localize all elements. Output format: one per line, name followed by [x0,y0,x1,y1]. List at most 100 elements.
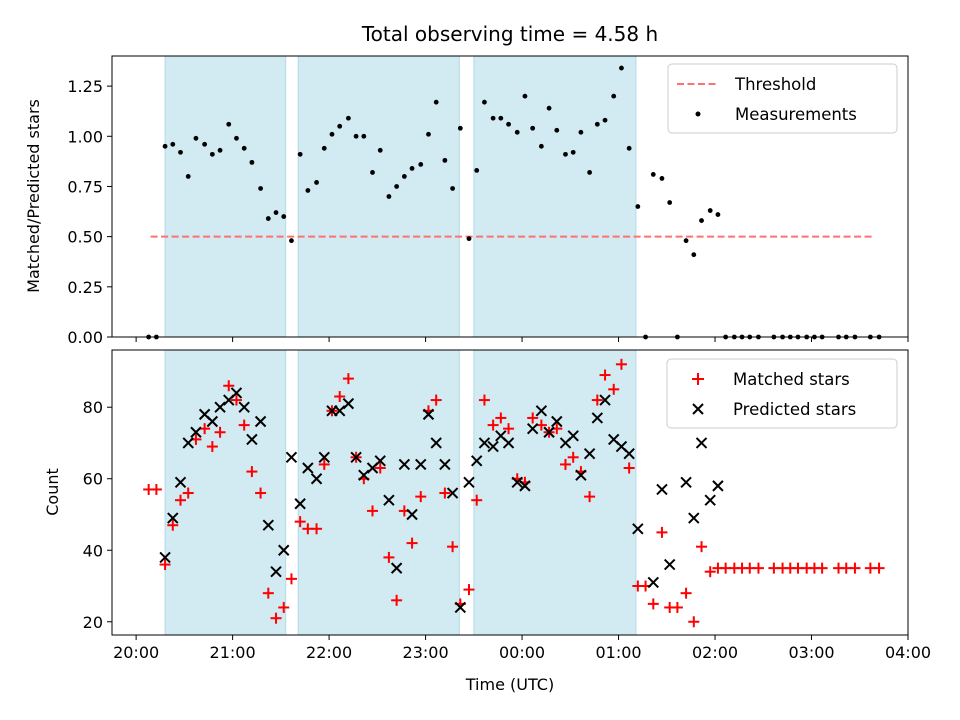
predicted-stars-point [415,458,427,471]
matched-stars-point [567,451,579,463]
matched-stars-point [527,412,539,424]
predicted-stars-point [390,562,403,574]
predicted-stars-point [278,544,290,556]
matched-stars-point [495,412,507,424]
measurements-point [409,166,415,171]
measurements-point [611,93,617,99]
measurements-point [386,194,392,199]
matched-stars-point [430,394,442,406]
predicted-stars-point [206,415,219,428]
measurements-point [193,135,199,141]
matched-stars-point [159,559,171,571]
legend-threshold-label: Threshold [734,75,816,94]
measurements-point [522,93,528,99]
predicted-stars-point [519,480,531,492]
measurements-point [514,129,520,135]
measurements-point [337,123,343,129]
bottom-data-marks [143,358,885,628]
matched-stars-point [246,466,258,478]
measurements-point [305,188,311,193]
predicted-stars-point [656,483,668,496]
predicted-stars-point [342,397,355,410]
measurements-point [538,143,544,149]
measurements-point [433,99,439,105]
predicted-stars-point [680,476,692,489]
measurements-point [241,145,247,151]
x-tick-label: 21:00 [210,643,256,662]
measurements-point [418,161,424,167]
matched-stars-point [647,598,659,610]
predicted-stars-point [190,426,202,438]
matched-stars-point [294,516,306,528]
matched-stars-point [559,458,571,470]
x-axis-label: Time (UTC) [465,675,554,694]
matched-stars-point [615,358,627,370]
measurements-point [602,117,608,123]
predicted-stars-point [695,437,708,449]
bottom-shaded-interval-2 [473,349,637,636]
matched-stars-point [270,612,282,624]
bottom-shaded-interval-1 [297,349,460,636]
matched-stars-point [688,616,700,628]
predicted-stars-point [471,455,483,467]
measurements-point [249,159,255,165]
matched-stars-point [199,423,211,435]
predicted-stars-point [583,447,596,460]
x-tick-label: 04:00 [885,643,931,662]
top-axes-frame [111,55,909,338]
predicted-stars-point [535,405,548,417]
predicted-stars-point [398,458,411,471]
legend-predicted-swatch [692,403,704,415]
measurements-point [370,170,375,175]
measurements-point [209,151,215,157]
bottom-y-axis: 20 40 60 80 [83,398,112,632]
matched-stars-point [503,423,515,435]
predicted-stars-point [463,476,475,489]
measurements-point [457,125,463,131]
measurements-point [546,105,552,111]
matched-stars-point [752,562,764,574]
measurements-point [659,176,665,181]
measurements-point [474,168,480,173]
matched-stars-point [696,541,708,553]
top-panel: 0.00 0.25 0.50 0.75 1.00 1.25 Matched/Predict… [24,55,909,347]
measurements-point [345,115,351,121]
predicted-stars-point [174,476,187,489]
predicted-stars-point [551,415,563,428]
matched-stars-point [478,394,490,406]
matched-stars-point [374,462,386,474]
matched-stars-point [584,491,596,503]
matched-stars-point [334,390,346,402]
predicted-stars-point [350,451,362,463]
predicted-stars-point [567,430,579,442]
predicted-stars-point [333,405,346,417]
measurements-point [699,218,704,223]
measurements-point [715,212,721,217]
matched-stars-point [447,541,459,553]
matched-stars-point [262,587,274,599]
matched-stars-point [439,487,451,499]
matched-stars-point [406,537,418,549]
measurements-point [170,141,176,147]
matched-stars-point [463,584,475,596]
bottom-y-tick-label: 80 [83,398,103,417]
measurements-point [578,129,584,135]
predicted-stars-point [238,401,250,413]
measurements-point [273,210,279,215]
matched-stars-point [255,487,267,499]
matched-stars-point [342,373,354,385]
predicted-stars-point [511,476,523,489]
top-legend: Threshold Measurements [667,63,898,134]
measurements-point [594,121,600,127]
matched-stars-point [671,601,683,613]
measurements-point [635,204,641,209]
measurements-point [162,143,168,149]
measurements-point [650,172,656,177]
measurements-point [490,115,496,121]
measurements-point [626,145,632,151]
measurements-point [587,170,592,175]
measurements-point [289,238,294,244]
measurements-point [426,131,431,137]
measurements-point [570,149,576,155]
measurements-point [563,151,568,157]
